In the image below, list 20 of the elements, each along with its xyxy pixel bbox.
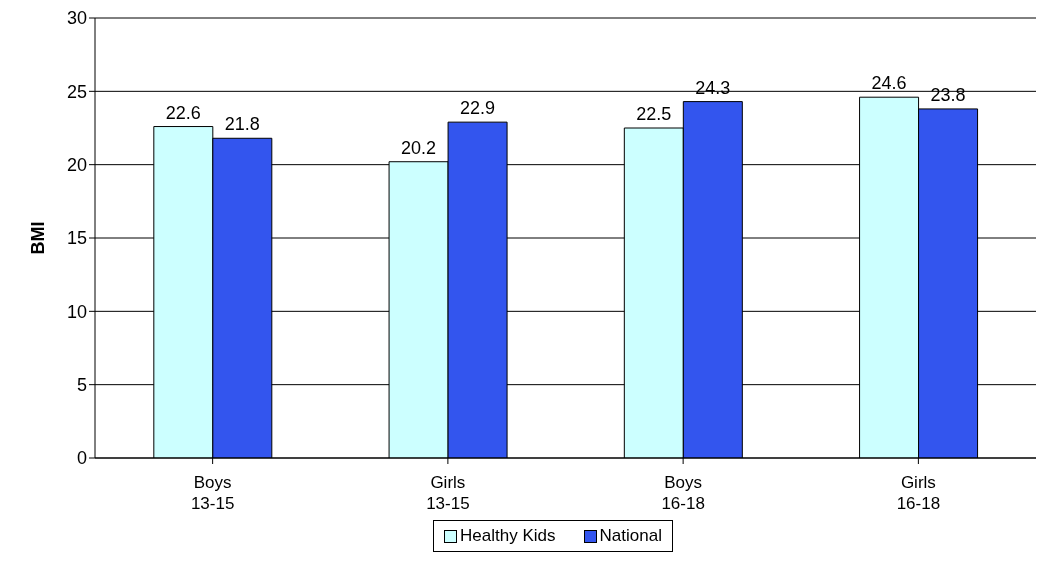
- x-tick-label: Girls 16-18: [896, 473, 941, 513]
- data-label: 21.8: [224, 114, 260, 135]
- legend-label: National: [599, 526, 662, 546]
- y-axis-title: BMI: [28, 221, 49, 255]
- y-tick-label: 0: [76, 448, 87, 469]
- data-label: 22.9: [460, 98, 496, 119]
- legend-label: Healthy Kids: [460, 526, 556, 546]
- x-tick-label: Boys 13-15: [190, 473, 235, 513]
- data-label: 24.6: [871, 73, 907, 94]
- y-tick-label: 15: [66, 228, 87, 249]
- y-tick-label: 20: [66, 155, 87, 176]
- y-tick-label: 10: [66, 301, 87, 322]
- y-tick-label: 5: [76, 375, 87, 396]
- data-label: 20.2: [401, 137, 437, 158]
- data-label: 22.5: [636, 104, 672, 124]
- y-tick-label: 30: [66, 8, 87, 29]
- x-tick-label: Boys 16-18: [661, 473, 705, 513]
- x-tick-label: Girls 13-15: [426, 473, 470, 513]
- y-tick-label: 25: [66, 81, 87, 102]
- data-label: 22.6: [165, 102, 201, 123]
